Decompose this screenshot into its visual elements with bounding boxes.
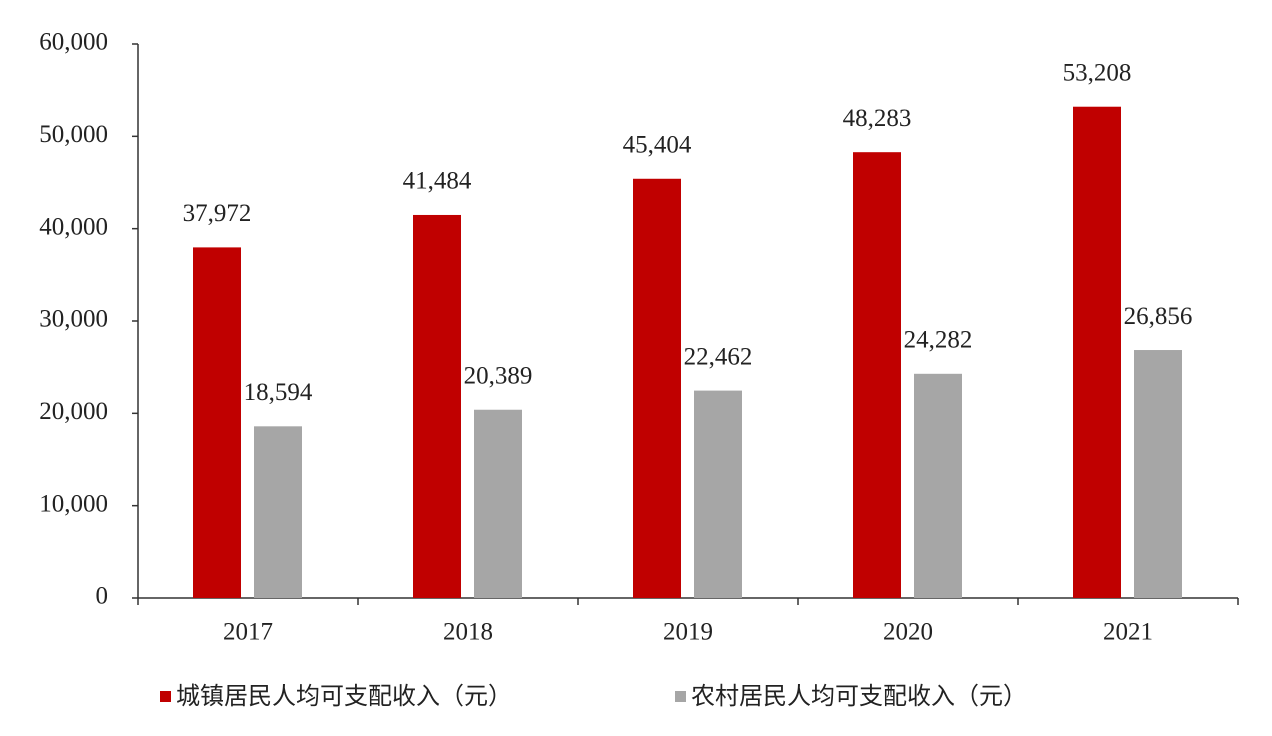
value-label: 48,283 <box>843 105 912 132</box>
bar <box>474 409 522 598</box>
x-tick-label: 2018 <box>443 619 493 646</box>
value-label: 45,404 <box>623 132 692 159</box>
bar <box>633 178 681 599</box>
bar <box>254 426 302 598</box>
bar <box>853 152 901 599</box>
legend-label: 城镇居民人均可支配收入（元） <box>176 682 512 710</box>
y-tick-label: 10,000 <box>39 490 108 517</box>
bar <box>694 390 742 598</box>
bar <box>413 214 461 598</box>
x-tick-label: 2019 <box>663 619 713 646</box>
legend-label: 农村居民人均可支配收入（元） <box>691 682 1027 710</box>
y-tick-label: 50,000 <box>39 121 108 148</box>
value-label: 53,208 <box>1063 59 1132 86</box>
bar <box>193 247 241 599</box>
value-label: 24,282 <box>904 327 973 354</box>
value-label: 20,389 <box>464 362 533 389</box>
value-label: 37,972 <box>183 200 252 227</box>
y-tick-label: 20,000 <box>39 398 108 425</box>
bar <box>1134 350 1182 598</box>
y-tick-label: 60,000 <box>39 29 108 56</box>
y-tick-label: 30,000 <box>39 306 108 333</box>
x-tick-label: 2021 <box>1103 619 1153 646</box>
legend-swatch <box>675 691 686 702</box>
y-tick-label: 0 <box>96 583 109 610</box>
value-label: 18,594 <box>244 379 313 406</box>
bar <box>1073 106 1121 598</box>
x-tick-label: 2017 <box>223 619 273 646</box>
bar <box>914 373 962 598</box>
value-label: 22,462 <box>684 343 753 370</box>
value-label: 41,484 <box>403 168 472 195</box>
legend-swatch <box>160 691 171 702</box>
x-tick-label: 2020 <box>883 619 933 646</box>
value-label: 26,856 <box>1124 303 1193 330</box>
y-tick-label: 40,000 <box>39 213 108 240</box>
